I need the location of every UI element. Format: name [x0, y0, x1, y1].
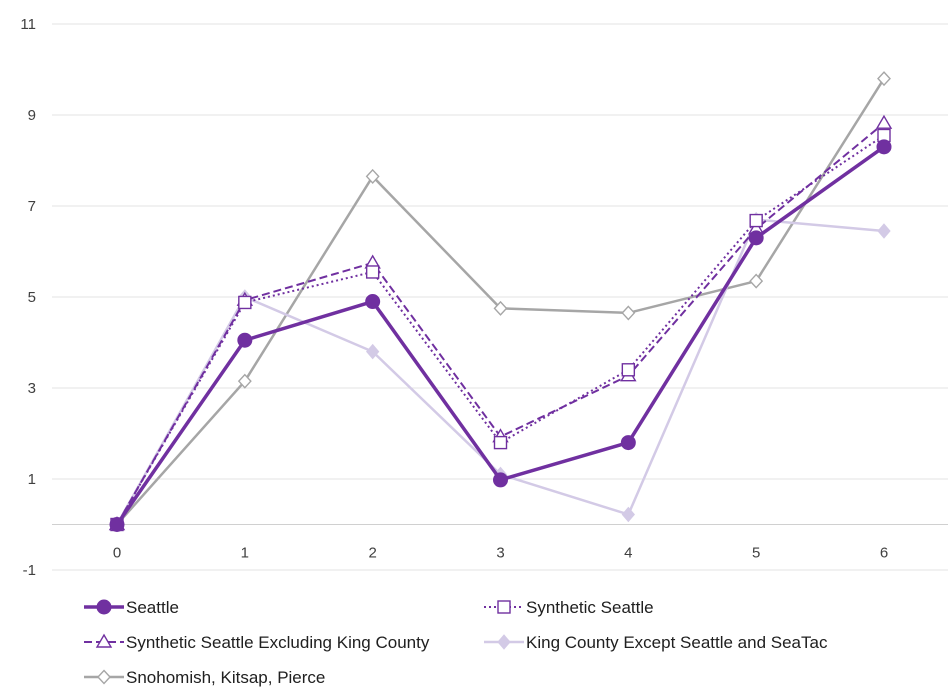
legend-item: Synthetic Seattle — [484, 598, 654, 617]
data-point — [365, 294, 381, 310]
legend-marker — [497, 634, 511, 650]
x-tick-label: 5 — [752, 545, 760, 562]
x-tick-label: 1 — [241, 545, 249, 562]
axes: -1 1 3 5 7 9 11 0 1 2 3 4 5 6 — [20, 16, 948, 579]
y-tick-label: 9 — [28, 107, 36, 124]
data-point — [621, 363, 636, 377]
legend-marker — [96, 599, 112, 615]
data-point — [365, 265, 380, 279]
data-point — [366, 343, 380, 360]
legend-marker — [97, 669, 111, 685]
series-0 — [109, 139, 892, 532]
data-point — [748, 230, 764, 246]
legend-label: Synthetic Seattle — [526, 598, 654, 617]
data-point — [365, 168, 380, 184]
gridlines — [52, 23, 948, 571]
data-point — [877, 223, 891, 239]
y-tick-label: 11 — [20, 16, 36, 33]
series-group — [108, 71, 893, 533]
x-tick-label: 3 — [496, 545, 504, 562]
data-point — [238, 295, 252, 310]
legend-marker — [497, 600, 511, 614]
data-point — [237, 332, 253, 348]
y-tick-label: 7 — [28, 198, 36, 215]
data-point — [620, 435, 636, 451]
legend-item: Synthetic Seattle Excluding King County — [84, 633, 430, 652]
series-4 — [110, 71, 891, 533]
x-tick-label: 0 — [113, 545, 121, 562]
data-point — [749, 273, 764, 289]
y-tick-label: 5 — [28, 289, 36, 306]
x-tick-label: 2 — [368, 545, 376, 562]
data-point — [493, 435, 508, 450]
legend-item: King County Except Seattle and SeaTac — [484, 633, 828, 652]
data-point — [749, 213, 763, 228]
x-tick-label: 6 — [880, 545, 888, 562]
x-tick-label: 4 — [624, 545, 632, 562]
data-point — [875, 114, 893, 129]
data-point — [237, 373, 252, 389]
y-tick-label: 1 — [28, 471, 36, 488]
y-tick-label: 3 — [28, 380, 36, 397]
data-point — [877, 71, 891, 87]
data-point — [493, 472, 508, 488]
series-line — [116, 134, 885, 525]
legend-label: King County Except Seattle and SeaTac — [526, 633, 828, 652]
legend: Seattle Synthetic Seattle Synthetic Seattl… — [84, 598, 828, 687]
legend-item: Snohomish, Kitsap, Pierce — [84, 668, 325, 687]
legend-label: Synthetic Seattle Excluding King County — [126, 633, 430, 652]
y-tick-label: -1 — [23, 562, 36, 579]
data-point — [621, 305, 636, 321]
data-point — [109, 517, 125, 532]
legend-marker — [95, 633, 113, 648]
data-point — [876, 139, 892, 155]
legend-item: Seattle — [84, 598, 179, 617]
legend-label: Snohomish, Kitsap, Pierce — [126, 668, 325, 687]
legend-label: Seattle — [126, 598, 179, 617]
data-point — [493, 300, 508, 316]
data-point — [621, 506, 635, 523]
